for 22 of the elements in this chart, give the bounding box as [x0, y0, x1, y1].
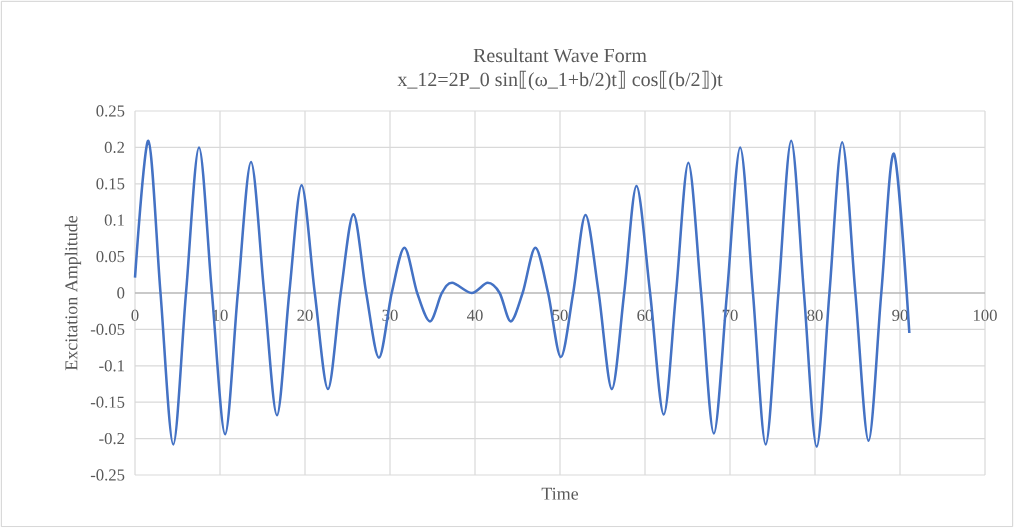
- x-tick-label: 40: [467, 309, 483, 321]
- y-tick-label: 0.1: [104, 214, 124, 226]
- line-series: [133, 139, 911, 448]
- chart-subtitle: x_12=2P_0 sin⟦(ω_1+b/2)t⟧ cos⟦(b/2⟧)t: [397, 70, 723, 91]
- y-tick-label: 0.2: [104, 141, 125, 154]
- y-tick-label: 0.15: [96, 178, 125, 190]
- y-tick-label: -0.2: [99, 432, 125, 445]
- y-tick-label: 0: [117, 287, 125, 299]
- x-axis-title: Time: [541, 487, 579, 500]
- chart-title: Resultant Wave Form: [473, 48, 647, 63]
- y-tick-label: -0.05: [90, 323, 125, 336]
- y-tick-label: -0.15: [90, 396, 125, 408]
- x-tick-label: 0: [131, 309, 139, 321]
- x-tick-label: 100: [973, 309, 997, 321]
- y-tick-label: -0.25: [90, 469, 125, 481]
- y-axis-title: Excitation Amplitude: [64, 215, 82, 371]
- y-tick-label: 0.25: [96, 105, 125, 117]
- y-tick-label: -0.1: [99, 360, 124, 372]
- y-tick-label: 0.05: [96, 250, 125, 263]
- x-tick-label: 50: [552, 309, 568, 321]
- x-tick-label: 80: [807, 309, 823, 321]
- x-tick-label: 20: [297, 309, 313, 321]
